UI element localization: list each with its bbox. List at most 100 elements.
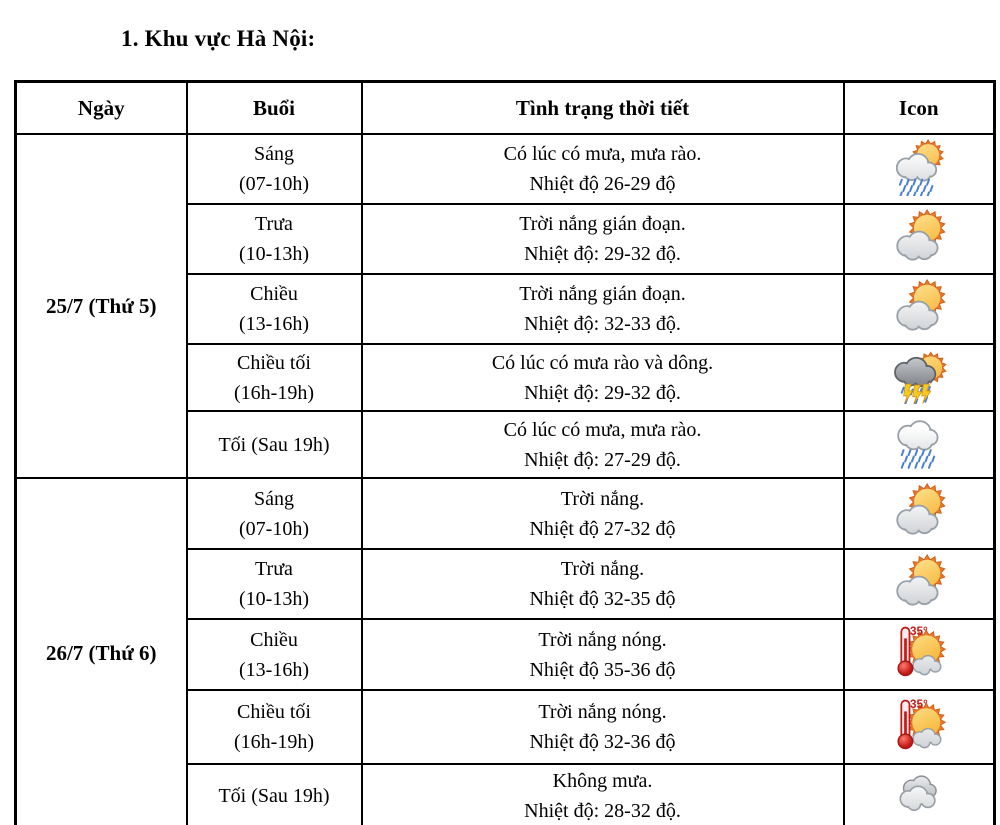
weather-cell: Trời nắng gián đoạn. Nhiệt độ: 29-32 độ. <box>360 203 845 275</box>
period-cell: Sáng (07-10h) <box>185 477 363 550</box>
weather-condition: Không mưa. <box>552 770 653 792</box>
rain-cloud-icon <box>888 413 950 471</box>
icon-cell <box>842 763 996 825</box>
hot-thermometer-sun-icon: 35° <box>888 696 950 754</box>
period-name: Chiều tối <box>237 701 311 723</box>
weather-condition: Có lúc có mưa rào và dông. <box>491 351 714 374</box>
period-cell: Chiều tối (16h-19h) <box>185 689 363 765</box>
weather-temperature: Nhiệt độ 35-36 độ <box>529 658 676 681</box>
weather-condition: Trời nắng gián đoạn. <box>519 283 686 305</box>
table-row: Tối (Sau 19h) Có lúc có mưa, mưa rào. Nh… <box>16 410 996 479</box>
weather-cell: Có lúc có mưa, mưa rào. Nhiệt độ 26-29 đ… <box>360 133 845 205</box>
icon-cell: 35° <box>842 618 996 691</box>
sun-cloud-icon <box>888 553 950 611</box>
weather-temperature: Nhiệt độ 27-32 độ <box>529 517 676 540</box>
icon-cell <box>842 548 996 620</box>
period-cell: Chiều tối (16h-19h) <box>185 343 363 412</box>
table-row: Trưa (10-13h) Trời nắng. Nhiệt độ 32-35 … <box>16 548 996 620</box>
svg-text:35°: 35° <box>910 697 928 710</box>
weather-condition: Trời nắng. <box>560 487 645 510</box>
period-hours: (10-13h) <box>239 588 309 610</box>
table-row: Chiều tối (16h-19h) Có lúc có mưa rào và… <box>16 343 996 412</box>
weather-temperature: Nhiệt độ 26-29 độ <box>529 173 676 195</box>
table-row: 26/7 (Thứ 6) Sáng (07-10h) Trời nắng. Nh… <box>14 477 996 825</box>
header-row: Ngày Buổi Tình trạng thời tiết Icon <box>14 80 996 135</box>
period-name: Chiều <box>250 628 298 651</box>
weather-temperature: Nhiệt độ: 32-33 độ. <box>524 313 681 335</box>
table-row: 25/7 (Thứ 5) Sáng (07-10h) Có lúc có mưa… <box>14 133 996 479</box>
period-cell: Tối (Sau 19h) <box>185 763 363 825</box>
table-row: Chiều (13-16h) Trời nắng nóng. Nhiệt độ … <box>16 618 996 691</box>
icon-cell: 35° <box>842 689 996 765</box>
weather-cell: Có lúc có mưa rào và dông. Nhiệt độ: 29-… <box>360 343 845 412</box>
page-title: 1. Khu vực Hà Nội: <box>121 26 316 51</box>
icon-cell <box>842 343 996 412</box>
icon-cell <box>842 477 996 550</box>
period-name: Trưa <box>255 213 293 235</box>
weather-cell: Trời nắng gián đoạn. Nhiệt độ: 32-33 độ. <box>360 273 845 345</box>
period-hours: (16h-19h) <box>234 381 314 404</box>
weather-cell: Không mưa. Nhiệt độ: 28-32 độ. <box>360 763 845 825</box>
period-name: Tối (Sau 19h) <box>218 785 330 807</box>
period-cell: Tối (Sau 19h) <box>185 410 363 479</box>
table-row: Trưa (10-13h) Trời nắng gián đoạn. Nhiệt… <box>16 203 996 275</box>
table-row: Chiều (13-16h) Trời nắng gián đoạn. Nhiệ… <box>16 273 996 345</box>
sun-cloud-icon <box>888 278 950 336</box>
day-cell: 25/7 (Thứ 5) <box>14 133 188 479</box>
weather-cell: Trời nắng nóng. Nhiệt độ 35-36 độ <box>360 618 845 691</box>
period-name: Sáng <box>254 143 294 165</box>
period-hours: (07-10h) <box>239 517 309 540</box>
weather-temperature: Nhiệt độ: 28-32 độ. <box>524 800 681 822</box>
period-cell: Trưa (10-13h) <box>185 203 363 275</box>
weather-temperature: Nhiệt độ: 27-29 độ. <box>524 448 681 471</box>
icon-cell <box>842 273 996 345</box>
svg-text:35°: 35° <box>910 625 928 638</box>
header-weather: Tình trạng thời tiết <box>360 80 845 135</box>
period-cell: Chiều (13-16h) <box>185 618 363 691</box>
weather-condition: Có lúc có mưa, mưa rào. <box>503 418 702 441</box>
period-hours: (07-10h) <box>239 173 309 195</box>
sun-cloud-icon <box>888 208 950 266</box>
weather-temperature: Nhiệt độ: 29-32 độ. <box>524 381 681 404</box>
weather-temperature: Nhiệt độ: 29-32 độ. <box>524 243 681 265</box>
period-hours: (13-16h) <box>239 658 309 681</box>
header-day: Ngày <box>14 80 188 135</box>
cloud-icon <box>889 768 949 820</box>
weather-condition: Có lúc có mưa, mưa rào. <box>503 143 702 165</box>
sun-cloud-rain-icon <box>888 138 950 196</box>
sun-cloud-icon <box>888 482 950 540</box>
weather-forecast-table: Ngày Buổi Tình trạng thời tiết Icon 25/7… <box>14 80 996 825</box>
weather-temperature: Nhiệt độ 32-35 độ <box>529 588 676 610</box>
weather-condition: Trời nắng nóng. <box>538 701 667 723</box>
period-name: Chiều tối <box>237 351 311 374</box>
period-name: Tối (Sau 19h) <box>218 433 330 456</box>
header-period: Buổi <box>185 80 363 135</box>
period-hours: (13-16h) <box>239 313 309 335</box>
storm-sun-rain-icon <box>888 346 950 404</box>
period-cell: Trưa (10-13h) <box>185 548 363 620</box>
icon-cell <box>842 203 996 275</box>
weather-condition: Trời nắng nóng. <box>538 628 667 651</box>
weather-condition: Trời nắng. <box>560 558 645 580</box>
day-cell: 26/7 (Thứ 6) <box>14 477 188 825</box>
period-cell: Chiều (13-16h) <box>185 273 363 345</box>
weather-cell: Trời nắng. Nhiệt độ 32-35 độ <box>360 548 845 620</box>
icon-cell <box>842 410 996 479</box>
weather-temperature: Nhiệt độ 32-36 độ <box>529 731 676 753</box>
header-icon: Icon <box>842 80 996 135</box>
weather-cell: Trời nắng. Nhiệt độ 27-32 độ <box>360 477 845 550</box>
weather-cell: Có lúc có mưa, mưa rào. Nhiệt độ: 27-29 … <box>360 410 845 479</box>
period-hours: (10-13h) <box>239 243 309 265</box>
weather-condition: Trời nắng gián đoạn. <box>519 213 686 235</box>
table-row: Tối (Sau 19h) Không mưa. Nhiệt độ: 28-32… <box>16 763 996 825</box>
period-cell: Sáng (07-10h) <box>185 133 363 205</box>
weather-cell: Trời nắng nóng. Nhiệt độ 32-36 độ <box>360 689 845 765</box>
period-hours: (16h-19h) <box>234 731 314 753</box>
hot-thermometer-sun-icon: 35° <box>888 623 950 681</box>
table-row: Chiều tối (16h-19h) Trời nắng nóng. Nhiệ… <box>16 689 996 765</box>
icon-cell <box>842 133 996 205</box>
period-name: Trưa <box>255 558 293 580</box>
period-name: Sáng <box>254 487 294 510</box>
period-name: Chiều <box>250 283 298 305</box>
